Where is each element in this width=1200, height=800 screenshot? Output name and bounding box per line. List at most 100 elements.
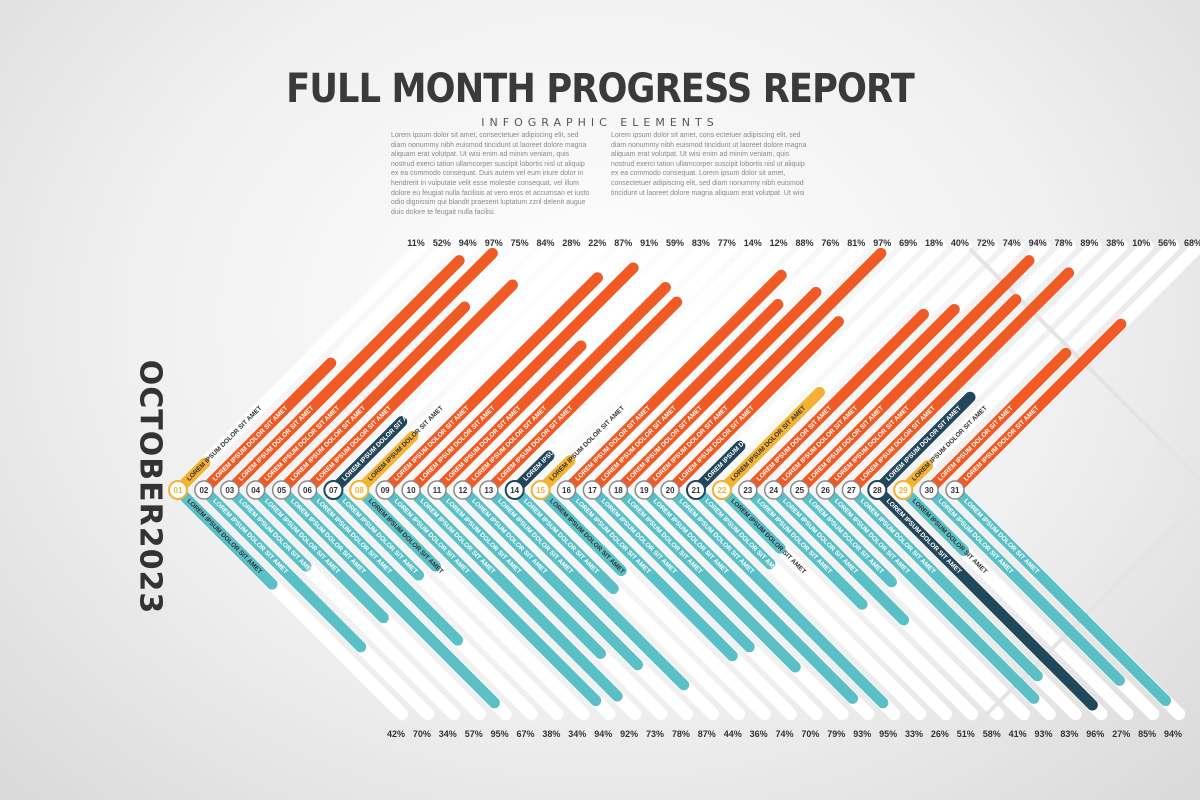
top-percent-label: 28% [562,238,580,248]
day-number: 28 [873,486,882,495]
bottom-percent-label: 73% [646,729,664,739]
day-node [349,480,370,500]
day-node [504,480,525,500]
day-number: 30 [925,486,934,495]
day-number: 26 [821,486,830,495]
day-node [893,480,914,500]
upper-progress-bar [871,391,976,496]
day-number: 01 [174,486,183,495]
day-node [245,480,266,500]
day-node [427,480,447,500]
lower-progress-bar [561,484,738,662]
percent-labels: 11% 42% 52% 70% 94% 34% 97% 57% 75% 95% 84% 67% 28% 3… [387,238,1200,739]
top-percent-label: 84% [536,238,554,248]
lower-progress-bar [897,484,970,556]
day-nodes: 01 02 03 04 05 06 07 08 09 10 11 12 13 14 15 16 17 18 19 20… [168,480,965,500]
top-percent-label: 22% [588,238,606,248]
day-number: 16 [562,486,571,495]
upper-progress-bar [457,281,671,496]
upper-progress-bar [664,316,844,496]
top-percent-label: 68% [1184,238,1200,248]
upper-track [896,239,1154,497]
lower-progress-bar [509,484,619,595]
top-percent-label: 12% [770,238,788,248]
lower-progress-bar [457,484,644,671]
day-node [582,480,603,500]
lower-progress-bar [535,484,627,577]
day-node [608,480,629,500]
top-percent-label: 56% [1158,238,1176,248]
lower-progress-bar [483,484,690,691]
bottom-percent-label: 34% [439,729,457,739]
bars [172,247,1172,711]
upper-progress-bar [561,269,787,496]
lower-progress-bar [612,484,801,673]
top-percent-label: 94% [459,238,477,248]
day-number: 14 [510,486,519,495]
lower-progress-bar [768,484,910,626]
day-node [453,480,473,500]
upper-progress-bar [794,255,1035,496]
upper-progress-bar [405,262,639,496]
day-number: 27 [847,486,856,495]
day-node [271,480,292,500]
day-number: 25 [795,486,804,495]
day-node [841,480,862,500]
bottom-percent-label: 42% [387,729,405,739]
day-node [479,480,499,500]
top-percent-label: 94% [1029,238,1047,248]
day-node [634,480,654,500]
day-number: 13 [484,486,493,495]
day-number: 12 [458,486,467,495]
bottom-percent-label: 26% [931,729,949,739]
upper-progress-bar [923,347,1072,496]
bottom-percent-label: 74% [775,729,793,739]
upper-progress-bar [845,267,1075,496]
bottom-percent-label: 83% [1060,729,1078,739]
day-number: 09 [381,486,390,495]
bottom-percent-label: 87% [698,729,716,739]
bottom-percent-label: 85% [1138,729,1156,739]
top-percent-label: 89% [1080,238,1098,248]
upper-progress-bar [250,247,498,496]
bottom-percent-label: 70% [413,729,431,739]
day-node [375,480,395,500]
lower-progress-bar [431,484,607,660]
top-percent-label: 78% [1054,238,1072,248]
day-node [323,480,344,500]
lower-progress-bar [794,484,897,588]
bottom-percent-label: 57% [465,729,483,739]
lower-progress-bar [327,484,425,581]
day-number: 23 [743,486,752,495]
day-node [711,480,732,500]
lower-progress-bar [923,484,1125,686]
lower-progress-bar [845,484,1043,682]
intro-paragraph-right: Lorem ipsum dolor sit amet, cons ectetue… [611,132,807,197]
bottom-percent-label: 78% [672,729,690,739]
lower-progress-bar [353,484,441,572]
bottom-percent-label: 95% [879,729,897,739]
upper-progress-bar [198,357,337,496]
bottom-percent-label: 58% [983,729,1001,739]
lower-progress-bar [405,484,623,702]
upper-progress-bar [716,386,825,496]
bottom-percent-label: 79% [827,729,845,739]
day-node [401,480,421,500]
day-node [168,480,188,500]
lower-progress-bar [820,484,1040,704]
bottom-percent-label: 67% [516,729,534,739]
upper-progress-bar [586,299,784,496]
bottom-percent-label: 70% [801,729,819,739]
upper-progress-bar [612,286,822,496]
day-number: 08 [355,486,364,495]
day-node [738,480,758,500]
upper-progress-bar [327,416,408,496]
upper-progress-bar [379,272,603,496]
lower-progress-bar [742,484,868,610]
lower-progress-bar [638,484,859,704]
day-number: 22 [717,486,726,495]
day-node [220,480,240,500]
bottom-percent-label: 38% [542,729,560,739]
